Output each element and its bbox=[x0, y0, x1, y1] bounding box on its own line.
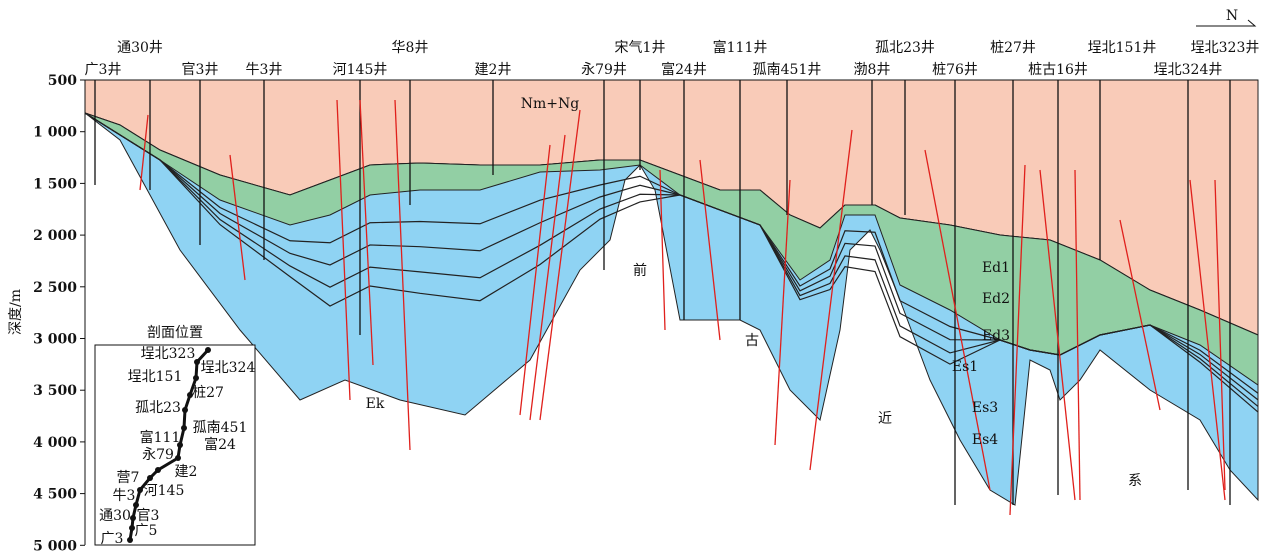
inset-label: 孤北23 bbox=[135, 400, 181, 416]
stratum-label: Ed3 bbox=[982, 328, 1010, 344]
inset-label: 埕北151 bbox=[128, 369, 183, 385]
well-label: 宋气1井 bbox=[615, 40, 666, 56]
well-label: 孤北23井 bbox=[875, 40, 935, 56]
inset-label: 河145 bbox=[144, 483, 185, 499]
inset-label: 桩27 bbox=[192, 384, 224, 401]
inset-point bbox=[193, 375, 199, 381]
cross-section: 500 1 000 1 500 2 000 2 500 3 000 3 500 4 000 4 … bbox=[0, 0, 1271, 553]
inset-label: 埕北323 bbox=[141, 346, 196, 362]
stratum-label: Es1 bbox=[952, 359, 978, 375]
tick-label: 5 000 bbox=[33, 538, 77, 553]
inset-label: 建2 bbox=[175, 464, 198, 480]
tick-label: 2 000 bbox=[33, 228, 77, 244]
tick-label: 2 500 bbox=[33, 280, 77, 296]
inset-label: 广3 bbox=[101, 531, 124, 547]
basement-label: 近 bbox=[878, 411, 892, 427]
tick-label: 4 500 bbox=[33, 487, 77, 503]
well-label: 孤南451井 bbox=[753, 62, 822, 78]
inset-point bbox=[175, 455, 181, 461]
well-label: 官3井 bbox=[182, 62, 219, 78]
inset-label: 永79 bbox=[142, 447, 174, 463]
inset-label: 孤南451 bbox=[193, 420, 248, 436]
stratum-label: Ed1 bbox=[982, 260, 1010, 276]
inset-point bbox=[147, 475, 153, 481]
well-label: 桩76井 bbox=[932, 61, 978, 78]
axis-label: 深度/m bbox=[8, 289, 24, 335]
well-label: 建2井 bbox=[475, 62, 512, 78]
inset-label: 牛3 bbox=[113, 488, 136, 504]
well-label: 埕北324井 bbox=[1154, 62, 1223, 78]
tick-label: 3 000 bbox=[33, 332, 77, 348]
well-label: 华8井 bbox=[392, 40, 429, 56]
well-label: 广3井 bbox=[85, 62, 122, 78]
stratum-label: Nm+Ng bbox=[521, 96, 580, 112]
inset-point bbox=[181, 425, 187, 431]
inset-title: 剖面位置 bbox=[147, 325, 203, 341]
tick-label: 1 000 bbox=[33, 125, 77, 141]
tick-label: 3 500 bbox=[33, 383, 77, 399]
inset-label: 埕北324 bbox=[201, 360, 256, 376]
north-label: N bbox=[1226, 8, 1238, 24]
inset-label: 富111 bbox=[140, 429, 181, 446]
well-label: 埕北323井 bbox=[1191, 40, 1260, 56]
tick-label: 500 bbox=[48, 73, 77, 89]
inset-point bbox=[182, 407, 188, 413]
tick-label: 1 500 bbox=[33, 176, 77, 192]
inset-label: 通30 bbox=[99, 508, 131, 524]
well-label: 富24井 bbox=[661, 61, 707, 78]
well-label: 通30井 bbox=[117, 40, 163, 56]
inset-point bbox=[137, 487, 143, 493]
well-label: 牛3井 bbox=[246, 62, 283, 78]
well-label: 桩27井 bbox=[990, 39, 1036, 56]
well-label: 河145井 bbox=[333, 62, 388, 78]
inset-label: 官3 bbox=[137, 508, 160, 524]
well-label: 桩古16井 bbox=[1028, 61, 1088, 78]
inset-point bbox=[127, 537, 133, 543]
inset-point bbox=[205, 347, 211, 353]
well-label: 永79井 bbox=[581, 62, 627, 78]
stratum-label: Es4 bbox=[972, 432, 998, 448]
well-label: 埕北151井 bbox=[1088, 40, 1157, 56]
inset-label: 广5 bbox=[135, 523, 158, 539]
stratum-label: Ek bbox=[366, 396, 385, 412]
inset-point bbox=[155, 467, 161, 473]
basement-label: 古 bbox=[745, 333, 759, 349]
geology bbox=[85, 80, 1258, 515]
basement-label: 前 bbox=[633, 262, 647, 279]
inset-label: 营7 bbox=[117, 470, 140, 486]
tick-label: 4 000 bbox=[33, 435, 77, 451]
well-label: 渤8井 bbox=[854, 62, 891, 78]
basement-label: 系 bbox=[1128, 473, 1142, 489]
well-label: 富111井 bbox=[713, 39, 768, 56]
stratum-label: Es3 bbox=[972, 400, 998, 416]
inset-label: 富24 bbox=[204, 436, 236, 453]
stratum-label: Ed2 bbox=[982, 291, 1010, 307]
